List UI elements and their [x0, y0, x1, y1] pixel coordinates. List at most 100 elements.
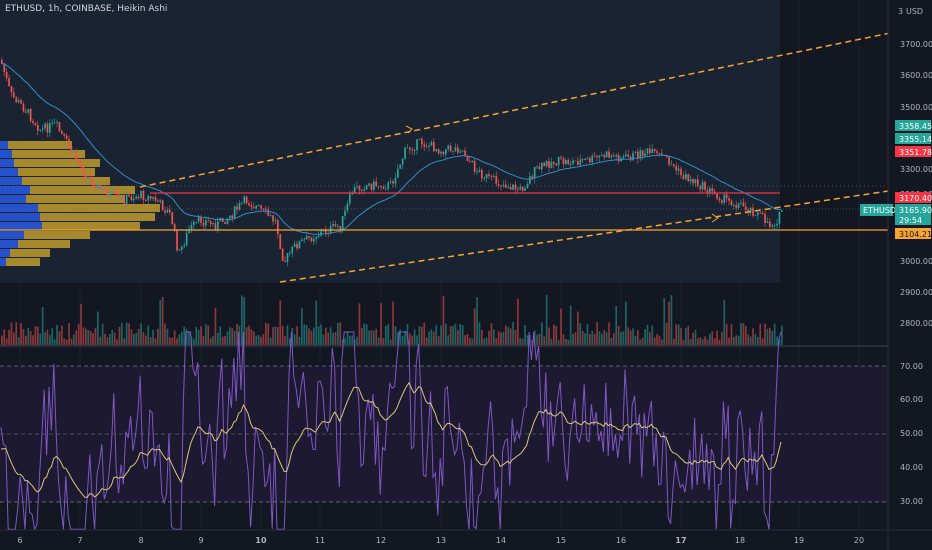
volume-bar: [154, 338, 157, 346]
candle-body: [166, 209, 169, 213]
volume-bar: [476, 297, 478, 346]
volume-bar: [761, 338, 764, 346]
time-tick: 15: [556, 536, 566, 545]
svg-text:3358.45: 3358.45: [899, 122, 932, 131]
candle-body: [387, 182, 390, 189]
candle-body: [353, 186, 356, 194]
volume-bar: [757, 337, 759, 346]
candle-body: [591, 155, 594, 163]
svg-text:3355.14: 3355.14: [899, 135, 932, 144]
pivot-marker-bottom: [711, 213, 719, 223]
candle-body: [740, 202, 742, 204]
candle-body: [125, 194, 128, 204]
candle-body: [466, 156, 469, 162]
candle-body: [5, 71, 8, 79]
volume-bar: [747, 334, 750, 346]
volume-bar: [305, 325, 308, 346]
candle-body: [493, 176, 495, 177]
volume-bar: [255, 335, 258, 346]
volume-bar: [721, 332, 723, 346]
volume-bar: [598, 331, 601, 346]
time-tick: 10: [255, 536, 267, 545]
candle-body: [231, 215, 234, 219]
candle-body: [209, 221, 212, 225]
volume-bar: [63, 338, 66, 346]
volume-bar: [229, 327, 231, 346]
candle-body: [99, 184, 102, 190]
candle-body: [718, 198, 721, 201]
volume-bar: [257, 335, 260, 346]
candle-body: [291, 246, 294, 254]
candle-body: [728, 198, 730, 201]
time-tick: 6: [17, 536, 22, 545]
candle-body: [397, 168, 399, 178]
candle-body: [757, 212, 759, 216]
volume-bar: [435, 325, 438, 346]
volume-bar: [140, 323, 142, 346]
candle-body: [413, 150, 416, 152]
volume-bar: [260, 336, 262, 346]
symbol-badge[interactable]: ETHUSD: [860, 204, 896, 216]
volume-bar: [51, 328, 54, 346]
candle-body: [8, 78, 10, 87]
volume-bar: [200, 326, 202, 346]
candle-body: [401, 158, 404, 165]
volume-bar: [483, 338, 486, 346]
volume-bar: [565, 338, 567, 346]
candle-body: [200, 217, 202, 223]
volume-bar: [214, 307, 217, 346]
candle-body: [145, 200, 147, 201]
candle-body: [673, 164, 675, 167]
candle-body: [457, 147, 459, 153]
volume-bar: [447, 335, 450, 346]
volume-bar: [1, 335, 3, 346]
candle-body: [253, 207, 255, 209]
candle-body: [305, 236, 308, 240]
volume-bar: [277, 326, 279, 346]
channel-upper-line[interactable]: [139, 31, 896, 188]
candle-body: [449, 145, 452, 152]
volume-bar: [639, 339, 642, 346]
candle-body: [344, 210, 346, 216]
candle-body: [260, 205, 262, 209]
candle-body: [212, 222, 214, 225]
volume-bar: [289, 338, 291, 346]
candle-body: [322, 229, 325, 232]
volume-bar: [104, 333, 106, 346]
candle-body: [89, 176, 92, 179]
volume-bar: [601, 333, 603, 346]
volume-bar: [430, 329, 433, 346]
volume-bar: [694, 329, 697, 346]
volume-bar: [344, 338, 346, 346]
candle-body: [685, 174, 687, 179]
candle-body: [185, 233, 188, 246]
candle-body: [615, 154, 618, 157]
candle-body: [171, 211, 174, 225]
volume-bar: [248, 325, 250, 346]
volume-bar: [272, 327, 274, 346]
volume-bar: [49, 335, 51, 346]
volume-bar: [17, 337, 20, 346]
volume-bar: [296, 326, 298, 346]
volume-bar: [279, 300, 282, 346]
candle-body: [365, 185, 368, 190]
profile-down-bar: [8, 141, 72, 149]
volume-bar: [401, 335, 404, 346]
candle-body: [20, 100, 22, 104]
candle-body: [622, 156, 625, 159]
time-axis[interactable]: 6 7 8 9 10 11 12 13 14 15 16 17 18 19 20: [17, 536, 864, 545]
price-axis-bg[interactable]: [888, 0, 932, 550]
volume-bar: [759, 323, 762, 346]
volume-bar: [514, 329, 517, 346]
volume-bar: [742, 323, 745, 346]
channel-lower-line[interactable]: [279, 189, 896, 283]
volume-bar: [615, 306, 618, 346]
profile-up-bar: [0, 195, 26, 203]
candle-body: [286, 253, 289, 262]
volume-bar: [99, 336, 102, 346]
candle-body: [605, 151, 608, 158]
volume-bar: [541, 322, 543, 346]
candle-body: [603, 154, 606, 158]
volume-bar: [586, 323, 589, 346]
